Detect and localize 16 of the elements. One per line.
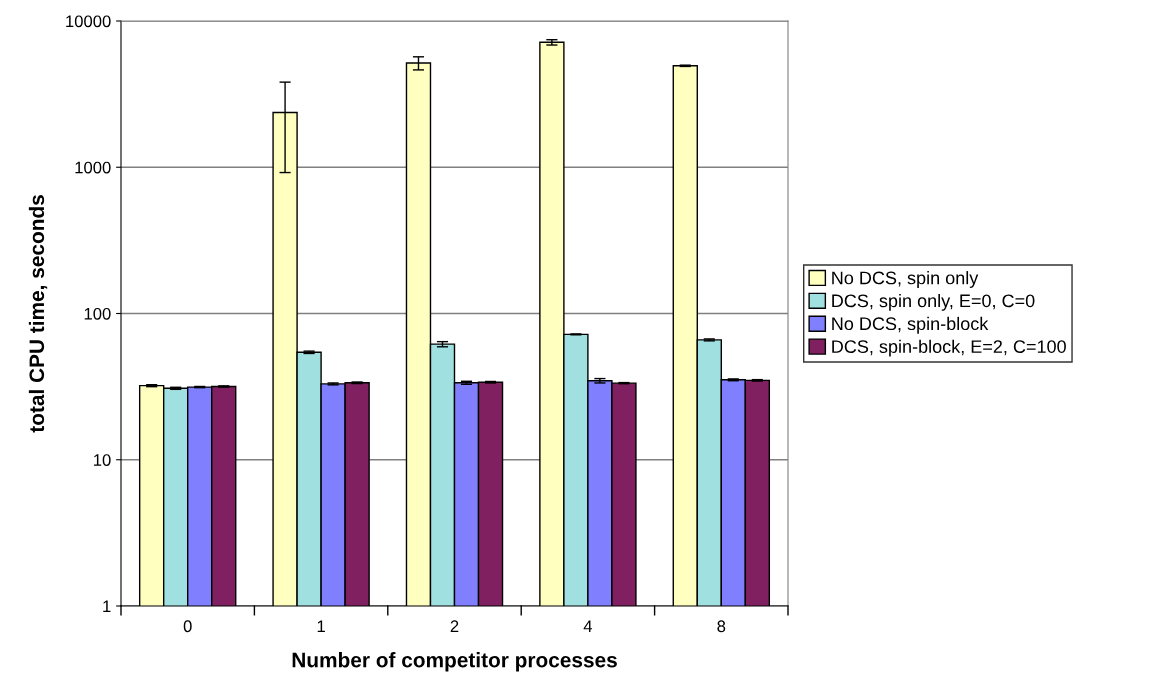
legend-label: DCS, spin-block, E=2, C=100: [832, 339, 1066, 357]
x-tick-label: 4: [583, 620, 593, 632]
x-axis-title: Number of competitor processes: [292, 652, 617, 672]
y-axis-title: total CPU time, seconds: [28, 195, 48, 433]
x-tick-label: 2: [450, 620, 459, 632]
legend-label: DCS, spin only, E=0, C=0: [832, 293, 1035, 311]
y-tick-label: 10000: [66, 15, 111, 28]
legend-label: No DCS, spin-block: [832, 316, 989, 334]
y-tick-label: 1000: [75, 161, 111, 174]
x-tick-label: 1: [317, 620, 325, 632]
y-tick-label: 10: [94, 454, 111, 466]
y-tick-label: 1: [103, 600, 111, 613]
x-tick-label: 0: [183, 620, 192, 633]
y-tick-label: 100: [84, 307, 111, 320]
legend-label: No DCS, spin only: [832, 271, 979, 288]
x-tick-label: 8: [717, 620, 726, 633]
